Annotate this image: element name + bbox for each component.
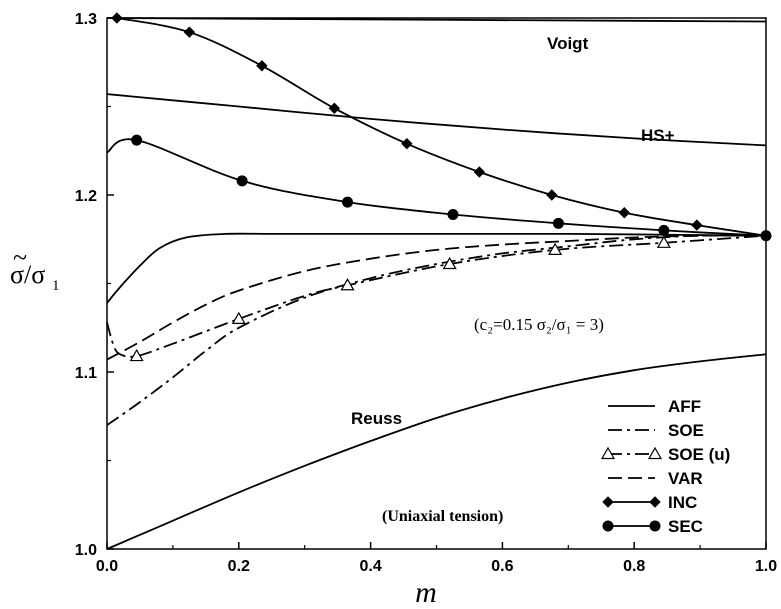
series-curves [107,18,766,425]
inc-marker [619,208,629,218]
sec-marker [237,175,248,186]
legend-inc-marker [603,497,613,507]
series-markers [112,13,772,361]
inc-marker [692,220,702,230]
y-tick-label: 1.0 [75,542,97,559]
y-axis-label-subscript: 1 [52,278,60,294]
sec-marker [447,209,458,220]
x-tick-label: 1.0 [755,558,777,575]
legend-inc-marker [650,497,660,507]
y-tick-label: 1.2 [75,188,97,205]
y-tick-label: 1.1 [75,365,97,382]
x-tick-label: 0.6 [491,558,513,575]
x-axis-label: m [415,576,437,609]
legend-aff-label: AFF [668,397,701,416]
legend: AFF SOE SOE (u) VAR INC SEC [602,397,730,536]
hs-plus-label: HS+ [641,126,675,145]
y-tick-label: 1.3 [75,11,97,28]
reuss-label: Reuss [351,409,402,428]
x-tick-label: 0.0 [96,558,118,575]
x-tick-label: 0.2 [228,558,250,575]
parameters-annotation: (c₂=0.15 σ₂/σ₁ = 3) [474,315,604,334]
sec-marker [761,230,772,241]
soe-u-line [107,236,766,357]
x-axis-ticks: 0.0 0.2 0.4 0.6 0.8 1.0 [96,542,777,575]
inc-marker [257,61,267,71]
inc-marker [329,103,339,113]
x-tick-label: 0.8 [623,558,645,575]
legend-sec-marker [603,521,614,532]
legend-inc-label: INC [668,493,697,512]
legend-soe-u-marker [649,448,661,459]
legend-soe-label: SOE [668,421,704,440]
legend-sec-label: SEC [668,517,703,536]
inc-marker [402,139,412,149]
inc-marker [547,190,557,200]
y-axis-tilde: ~ [13,243,27,272]
var-line [107,236,766,360]
sec-marker [342,197,353,208]
inc-marker [474,167,484,177]
legend-var-label: VAR [668,469,703,488]
y-axis-ticks: 1.0 1.1 1.2 1.3 [75,11,114,559]
sec-marker [658,225,669,236]
voigt-label: Voigt [547,34,589,53]
inc-marker [112,13,122,23]
sec-marker [553,218,564,229]
x-tick-label: 0.4 [359,558,381,575]
legend-sec-marker [650,521,661,532]
sec-marker [131,135,142,146]
inc-marker [184,27,194,37]
legend-soe-u-label: SOE (u) [668,445,730,464]
loading-annotation: (Uniaxial tension) [382,508,503,525]
